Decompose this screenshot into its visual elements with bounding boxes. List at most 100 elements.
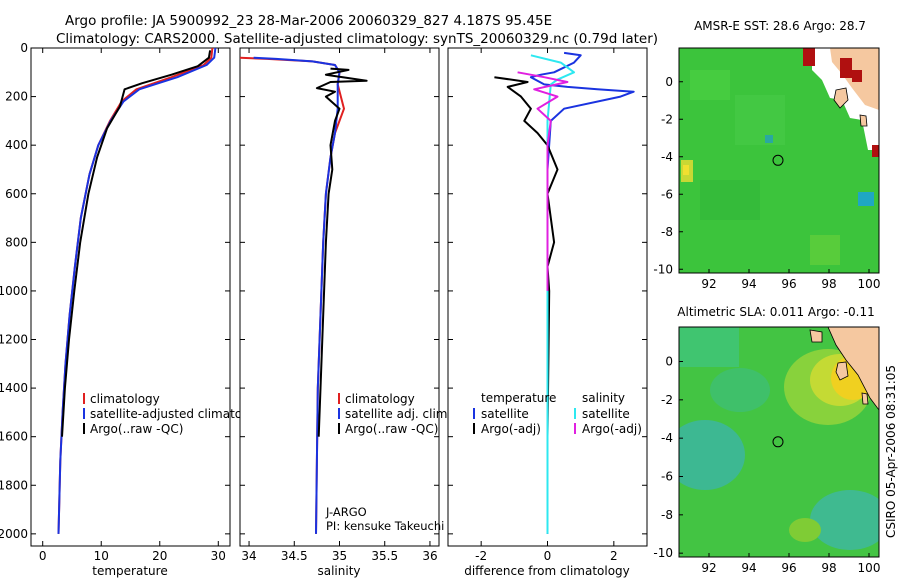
sla-map-frame bbox=[678, 326, 880, 558]
salinity-xtick-label: 36 bbox=[422, 549, 437, 563]
salinity-axes-box bbox=[239, 47, 440, 547]
temperature-ytick-label: 1000 bbox=[0, 284, 28, 298]
salinity-annotation-pi: PI: kensuke Takeuchi bbox=[326, 519, 444, 533]
sst-land-warm-4 bbox=[872, 145, 879, 157]
temperature-xtick-label: 30 bbox=[211, 549, 226, 563]
sst-patch-c bbox=[735, 95, 785, 145]
sla_map-ytick-label: -2 bbox=[661, 393, 673, 407]
sst-argo-location-marker bbox=[772, 154, 784, 166]
sla_map-xtick-label: 100 bbox=[858, 561, 881, 575]
temperature-axes-box bbox=[30, 47, 231, 547]
sla-patch-teal-w bbox=[679, 420, 745, 490]
sla_map-ytick-label: -8 bbox=[661, 508, 673, 522]
salinity-legend-climatology: climatology bbox=[345, 392, 415, 406]
difference-legend-temp-heading: temperature bbox=[481, 391, 556, 405]
sla-patch-lime-s bbox=[789, 518, 821, 542]
sla_map-ytick-label: -6 bbox=[661, 470, 673, 484]
temperature-legend-satellite: satellite-adjusted climatology bbox=[90, 407, 268, 421]
sst_map-xtick-label: 98 bbox=[821, 277, 836, 291]
temperature-lines bbox=[57, 47, 217, 534]
sla-island-nias bbox=[861, 392, 869, 405]
salinity-lines bbox=[239, 56, 368, 534]
difference-legend-temp-argo: Argo(-adj) bbox=[481, 422, 541, 436]
sla_map-xtick-label: 92 bbox=[701, 561, 716, 575]
temperature-xlabel: temperature bbox=[92, 564, 167, 578]
temperature-ytick-label: 0 bbox=[20, 41, 28, 55]
figure-title-line2: Climatology: CARS2000. Satellite-adjuste… bbox=[56, 31, 658, 47]
temperature-xtick-label: 20 bbox=[152, 549, 167, 563]
difference-xlabel: difference from climatology bbox=[464, 564, 630, 578]
salinity-xtick-label: 35 bbox=[332, 549, 347, 563]
difference-xtick-label: -2 bbox=[475, 549, 487, 563]
panel-sla-map: Altimetric SLA: 0.011 Argo: -0.11 92 94 96… bbox=[653, 305, 880, 576]
sst_map-xtick-label: 100 bbox=[858, 277, 881, 291]
sla_map-xtick-label: 96 bbox=[781, 561, 796, 575]
figure-title-line1: Argo profile: JA 5900992_23 28-Mar-2006 … bbox=[65, 13, 552, 29]
sst-map-image bbox=[679, 48, 879, 273]
sla-patch-teal-nw bbox=[679, 327, 739, 367]
sla_map-ytick-label: -10 bbox=[653, 546, 673, 560]
sst-land-warm-1 bbox=[803, 48, 815, 66]
salinity-xtick-label: 34 bbox=[241, 549, 256, 563]
sla_map-ytick-label: 0 bbox=[665, 355, 673, 369]
salinity-legend: climatology satellite adj. clim. Argo(..… bbox=[338, 392, 451, 436]
sst_map-ytick-label: -2 bbox=[661, 112, 673, 126]
sst-map-ticks: 92 94 96 98 100 0 -2 -4 -6 -8 -10 bbox=[653, 75, 880, 291]
temperature-ytick-label: 400 bbox=[5, 138, 28, 152]
salinity-series-argo-raw-qc bbox=[315, 67, 368, 437]
temperature-ytick-label: 2000 bbox=[0, 527, 28, 541]
salinity-series-satellite-adj-clim bbox=[253, 56, 341, 534]
difference-series-salinity-argo-adj bbox=[517, 71, 569, 291]
temperature-ytick-label: 200 bbox=[5, 90, 28, 104]
sla-patch-teal-se bbox=[810, 490, 879, 550]
sla-island-1 bbox=[809, 329, 823, 343]
difference-series-temperature-argo-adj bbox=[494, 76, 559, 437]
salinity-annotation-jargo: J-ARGO bbox=[325, 505, 367, 519]
temperature-series-argo-raw-qc bbox=[61, 50, 212, 437]
difference-legend-sal-heading: salinity bbox=[582, 391, 625, 405]
difference-ticks: -2 0 2 bbox=[448, 47, 647, 563]
salinity-legend-satellite: satellite adj. clim. bbox=[345, 407, 451, 421]
sla_map-xtick-label: 94 bbox=[741, 561, 756, 575]
difference-legend: temperature satellite Argo(-adj) salinit… bbox=[473, 391, 642, 436]
sla-patch-teal-c bbox=[710, 368, 770, 412]
difference-legend-sal-satellite: satellite bbox=[582, 407, 630, 421]
salinity-xtick-label: 34.5 bbox=[281, 549, 308, 563]
sla-map-title: Altimetric SLA: 0.011 Argo: -0.11 bbox=[677, 305, 874, 319]
sst-patch-d bbox=[810, 235, 840, 265]
sla-land-sumatra bbox=[827, 327, 879, 411]
sst_map-ytick-label: -10 bbox=[653, 262, 673, 276]
difference-lines bbox=[494, 51, 635, 534]
sst-map-title: AMSR-E SST: 28.6 Argo: 28.7 bbox=[694, 19, 866, 33]
temperature-ytick-label: 600 bbox=[5, 187, 28, 201]
sst-island-simeulue bbox=[833, 87, 849, 109]
temperature-xtick-label: 0 bbox=[39, 549, 47, 563]
sla-argo-location-marker bbox=[772, 436, 784, 448]
temperature-legend-argo: Argo(..raw -QC) bbox=[90, 422, 183, 436]
temperature-legend-climatology: climatology bbox=[90, 392, 160, 406]
difference-legend-sal-argo: Argo(-adj) bbox=[582, 422, 642, 436]
sst_map-xtick-label: 94 bbox=[741, 277, 756, 291]
difference-legend-temp-satellite: satellite bbox=[481, 407, 529, 421]
sst-patch-teal bbox=[765, 135, 773, 143]
temperature-ytick-label: 1600 bbox=[0, 430, 28, 444]
sst-island-nias bbox=[859, 114, 868, 127]
sst-land-warm-2 bbox=[840, 58, 852, 78]
sst_map-xtick-label: 96 bbox=[781, 277, 796, 291]
side-timestamp-label: CSIRO 05-Apr-2006 08:31:05 bbox=[884, 365, 898, 538]
sst-patch-b bbox=[700, 180, 760, 220]
sst-patch-cool bbox=[858, 192, 874, 206]
sst_map-xtick-label: 92 bbox=[701, 277, 716, 291]
difference-xtick-label: 2 bbox=[610, 549, 618, 563]
sla-map-ticks: 92 94 96 98 100 0 -2 -4 -6 -8 -10 bbox=[653, 355, 880, 576]
sst_map-ytick-label: 0 bbox=[665, 75, 673, 89]
temperature-ytick-label: 1200 bbox=[0, 333, 28, 347]
sla_map-xtick-label: 98 bbox=[821, 561, 836, 575]
temperature-ticks: 0 10 20 30 0 200 400 600 800 1000 1200 1400 1600 1800… bbox=[0, 41, 230, 563]
salinity-xtick-label: 35.5 bbox=[371, 549, 398, 563]
sst-map-frame bbox=[678, 47, 880, 274]
panel-difference: -2 0 2 difference from climatology tempera… bbox=[447, 47, 648, 578]
temperature-ytick-label: 1400 bbox=[0, 381, 28, 395]
temperature-xtick-label: 10 bbox=[94, 549, 109, 563]
